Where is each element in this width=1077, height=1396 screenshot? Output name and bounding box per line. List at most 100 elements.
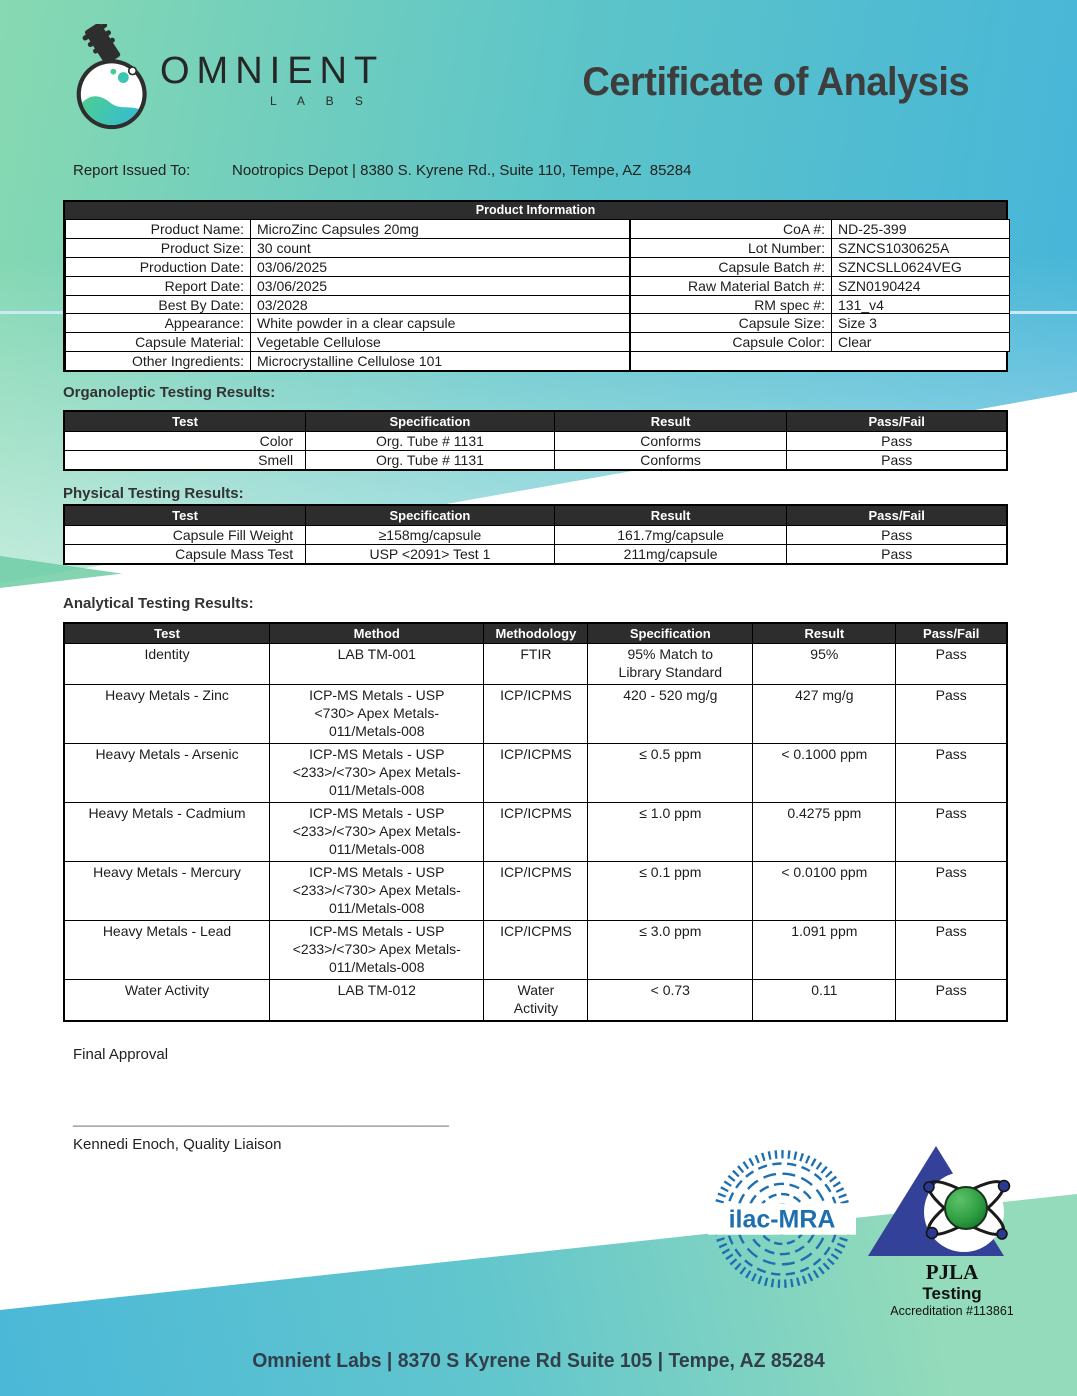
column-header: Result xyxy=(553,504,788,526)
report-issued-value: Nootropics Depot | 8380 S. Kyrene Rd., S… xyxy=(232,162,692,179)
table-cell: ICP-MS Metals - USP <730> Apex Metals- 0… xyxy=(269,684,485,744)
table-cell: Pass xyxy=(786,544,1008,565)
table-cell: Org. Tube # 1131 xyxy=(305,431,555,451)
table-cell: Capsule Fill Weight xyxy=(63,525,307,545)
table-cell: ICP/ICPMS xyxy=(483,861,589,921)
table-cell: Capsule Color: xyxy=(630,332,832,353)
table-cell: ICP-MS Metals - USP <233>/<730> Apex Met… xyxy=(269,920,485,980)
table-cell: 95% Match to Library Standard xyxy=(587,643,754,685)
column-header: Result xyxy=(752,622,897,644)
final-approval-label: Final Approval xyxy=(73,1046,169,1063)
report-issued-row: Report Issued To: Nootropics Depot | 838… xyxy=(73,162,691,179)
table-cell: 427 mg/g xyxy=(752,684,897,744)
table-cell: ≤ 1.0 ppm xyxy=(587,802,754,862)
table-cell: 03/2028 xyxy=(250,294,630,315)
table-cell: ≤ 0.1 ppm xyxy=(587,861,754,921)
table-cell: Color xyxy=(63,431,307,451)
table-row: Capsule Material: Vegetable Cellulose xyxy=(65,332,630,353)
table-row: Heavy Metals - Lead ICP-MS Metals - USP <… xyxy=(63,920,1008,980)
table-cell: ICP/ICPMS xyxy=(483,920,589,980)
table-cell: 30 count xyxy=(250,237,630,258)
table-cell: Pass xyxy=(895,979,1008,1022)
table-cell: SZNCSLL0624VEG xyxy=(831,256,1010,277)
table-cell: ICP-MS Metals - USP <233>/<730> Apex Met… xyxy=(269,861,485,921)
table-cell: Conforms xyxy=(553,450,788,471)
page-title: Certificate of Analysis xyxy=(582,60,969,104)
brand-name: OMNIENT xyxy=(160,50,385,92)
analytical-table: Test Method Methodology Specification Result… xyxy=(63,622,1008,1022)
organoleptic-section-title: Organoleptic Testing Results: xyxy=(63,384,276,401)
pjla-sub-label: Testing xyxy=(922,1284,981,1303)
table-row: CoA #: ND-25-399 xyxy=(630,219,1010,239)
table-cell: 131_v4 xyxy=(831,294,1010,315)
column-header: Method xyxy=(269,622,485,644)
table-cell: 0.11 xyxy=(752,979,897,1022)
table-cell: Vegetable Cellulose xyxy=(250,332,630,353)
table-cell: Heavy Metals - Cadmium xyxy=(63,802,271,862)
table-row: Capsule Size: Size 3 xyxy=(630,313,1010,334)
table-cell: Heavy Metals - Mercury xyxy=(63,861,271,921)
table-cell: ≤ 3.0 ppm xyxy=(587,920,754,980)
table-cell: Heavy Metals - Arsenic xyxy=(63,743,271,803)
table-cell: LAB TM-001 xyxy=(269,643,485,685)
column-header: Specification xyxy=(587,622,754,644)
table-cell: RM spec #: xyxy=(630,294,832,315)
column-header: Methodology xyxy=(483,622,589,644)
organoleptic-table: Test Specification Result Pass/Fail Color Or… xyxy=(63,410,1008,471)
column-header: Pass/Fail xyxy=(895,622,1008,644)
physical-section-title: Physical Testing Results: xyxy=(63,485,244,502)
column-header: Test xyxy=(63,410,307,432)
column-header: Pass/Fail xyxy=(786,410,1008,432)
table-cell: Lot Number: xyxy=(630,237,832,258)
ilac-mra-badge-icon: ilac-MRA xyxy=(708,1150,856,1288)
column-header: Test xyxy=(63,622,271,644)
table-row: Smell Org. Tube # 1131 Conforms Pass xyxy=(63,450,1008,471)
report-issued-label: Report Issued To: xyxy=(73,162,191,179)
signature-line: ________________________________________… xyxy=(73,1112,449,1127)
table-row: Heavy Metals - Cadmium ICP-MS Metals - US… xyxy=(63,802,1008,862)
table-cell: White powder in a clear capsule xyxy=(250,313,630,334)
table-row: Report Date: 03/06/2025 xyxy=(65,275,630,296)
table-cell: Capsule Batch #: xyxy=(630,256,832,277)
table-cell: Report Date: xyxy=(65,275,251,296)
table-cell: < 0.73 xyxy=(587,979,754,1022)
product-info-divider xyxy=(630,219,631,370)
table-row: Lot Number: SZNCS1030625A xyxy=(630,237,1010,258)
table-cell: FTIR xyxy=(483,643,589,685)
product-info-left-table: Product Name: MicroZinc Capsules 20mg Prod… xyxy=(65,219,630,372)
table-row: Appearance: White powder in a clear capsu… xyxy=(65,313,630,334)
table-cell: 03/06/2025 xyxy=(250,256,630,277)
table-cell: 420 - 520 mg/g xyxy=(587,684,754,744)
product-info-header: Product Information xyxy=(65,202,1006,219)
table-cell: Conforms xyxy=(553,431,788,451)
table-cell: 0.4275 ppm xyxy=(752,802,897,862)
table-row: Raw Material Batch #: SZN0190424 xyxy=(630,275,1010,296)
table-row: Product Name: MicroZinc Capsules 20mg xyxy=(65,219,630,239)
table-cell: Pass xyxy=(786,450,1008,471)
table-cell: 1.091 ppm xyxy=(752,920,897,980)
physical-table: Test Specification Result Pass/Fail Capsule… xyxy=(63,504,1008,565)
table-cell: ≤ 0.5 ppm xyxy=(587,743,754,803)
table-cell: Pass xyxy=(895,861,1008,921)
table-cell: Identity xyxy=(63,643,271,685)
table-cell: Heavy Metals - Zinc xyxy=(63,684,271,744)
table-row: Identity LAB TM-001 FTIR 95% Match to Libra… xyxy=(63,643,1008,685)
table-cell: Org. Tube # 1131 xyxy=(305,450,555,471)
table-cell: Heavy Metals - Lead xyxy=(63,920,271,980)
table-cell: 211mg/capsule xyxy=(553,544,788,565)
table-row: Heavy Metals - Arsenic ICP-MS Metals - US… xyxy=(63,743,1008,803)
table-cell: ICP-MS Metals - USP <233>/<730> Apex Met… xyxy=(269,802,485,862)
table-cell: Pass xyxy=(895,643,1008,685)
table-cell: CoA #: xyxy=(630,219,832,239)
table-row: Heavy Metals - Zinc ICP-MS Metals - USP <… xyxy=(63,684,1008,744)
table-cell: Raw Material Batch #: xyxy=(630,275,832,296)
table-row: Best By Date: 03/2028 xyxy=(65,294,630,315)
table-cell: Water Activity xyxy=(63,979,271,1022)
table-cell: Capsule Material: xyxy=(65,332,251,353)
table-cell: 161.7mg/capsule xyxy=(553,525,788,545)
column-header: Pass/Fail xyxy=(786,504,1008,526)
table-cell: ICP/ICPMS xyxy=(483,743,589,803)
pjla-badge-icon: PJLA Testing Accreditation #113861 xyxy=(868,1146,1014,1318)
table-cell: Pass xyxy=(895,802,1008,862)
